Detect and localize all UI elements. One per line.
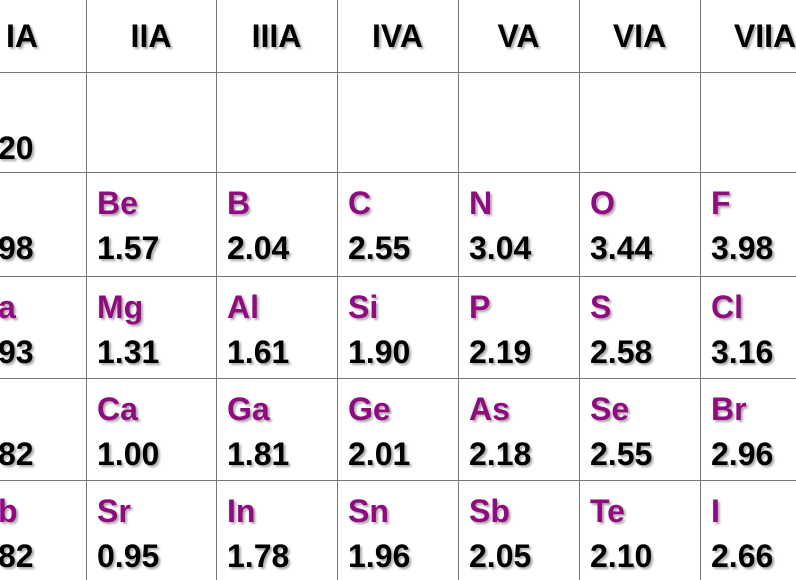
element-symbol: Cl — [711, 289, 743, 325]
column-header: VA — [497, 18, 540, 54]
electronegativity-value: 2.18 — [469, 436, 532, 472]
electronegativity-value: 2.05 — [469, 538, 532, 574]
column-header: IVA — [372, 18, 423, 54]
electronegativity-value: 1.78 — [227, 538, 290, 574]
electronegativity-value: 82 — [0, 538, 34, 574]
electronegativity-value: 2.55 — [590, 436, 653, 472]
element-symbol: a — [0, 289, 16, 325]
electronegativity-value: 98 — [0, 230, 34, 266]
electronegativity-value: 2.66 — [711, 538, 774, 574]
element-symbol: O — [590, 185, 615, 221]
element-symbol: S — [590, 289, 612, 325]
element-symbol: Sn — [348, 493, 389, 529]
element-symbol: As — [469, 391, 510, 427]
electronegativity-value: 2.19 — [469, 334, 532, 370]
column-divider — [337, 0, 338, 580]
element-symbol: Te — [590, 493, 625, 529]
element-symbol: Ca — [97, 391, 138, 427]
electronegativity-value: 1.57 — [97, 230, 160, 266]
column-header: VIIA — [733, 18, 796, 54]
element-symbol: Sr — [97, 493, 131, 529]
element-symbol: B — [227, 185, 251, 221]
electronegativity-value: 0.95 — [97, 538, 160, 574]
column-divider — [700, 0, 701, 580]
element-symbol: Se — [590, 391, 630, 427]
element-symbol: Be — [97, 185, 138, 221]
column-divider — [216, 0, 217, 580]
electronegativity-value: 3.98 — [711, 230, 774, 266]
element-symbol: C — [348, 185, 372, 221]
column-header: IIIA — [251, 18, 302, 54]
row-divider — [0, 480, 796, 481]
element-symbol: Al — [227, 289, 259, 325]
element-symbol: Sb — [469, 493, 510, 529]
row-divider — [0, 72, 796, 73]
electronegativity-value: 2.58 — [590, 334, 653, 370]
column-divider — [86, 0, 87, 580]
electronegativity-value: 20 — [0, 130, 34, 166]
element-symbol: Ga — [227, 391, 270, 427]
element-symbol: Ge — [348, 391, 391, 427]
element-symbol: N — [469, 185, 493, 221]
element-symbol: b — [0, 493, 18, 529]
electronegativity-value: 3.04 — [469, 230, 532, 266]
element-symbol: Br — [711, 391, 747, 427]
column-divider — [579, 0, 580, 580]
row-divider — [0, 378, 796, 379]
electronegativity-value: 1.90 — [348, 334, 411, 370]
element-symbol: F — [711, 185, 731, 221]
row-divider — [0, 172, 796, 173]
electronegativity-value: 3.44 — [590, 230, 653, 266]
row-divider — [0, 276, 796, 277]
element-symbol: In — [227, 493, 256, 529]
electronegativity-value: 1.61 — [227, 334, 290, 370]
element-symbol: P — [469, 289, 491, 325]
column-header: IIA — [130, 18, 172, 54]
electronegativity-value: 2.01 — [348, 436, 411, 472]
electronegativity-value: 1.31 — [97, 334, 160, 370]
element-symbol: Si — [348, 289, 379, 325]
electronegativity-value: 2.96 — [711, 436, 774, 472]
electronegativity-value: 2.55 — [348, 230, 411, 266]
column-divider — [458, 0, 459, 580]
electronegativity-value: 1.81 — [227, 436, 290, 472]
column-header: VIA — [612, 18, 667, 54]
electronegativity-value: 3.16 — [711, 334, 774, 370]
column-header: IA — [6, 18, 38, 54]
electronegativity-value: 2.10 — [590, 538, 653, 574]
electronegativity-value: 2.04 — [227, 230, 290, 266]
electronegativity-value: 93 — [0, 334, 34, 370]
electronegativity-value: 1.96 — [348, 538, 411, 574]
electronegativity-value: 1.00 — [97, 436, 160, 472]
electronegativity-value: 82 — [0, 436, 34, 472]
element-symbol: I — [711, 493, 720, 529]
element-symbol: Mg — [97, 289, 144, 325]
